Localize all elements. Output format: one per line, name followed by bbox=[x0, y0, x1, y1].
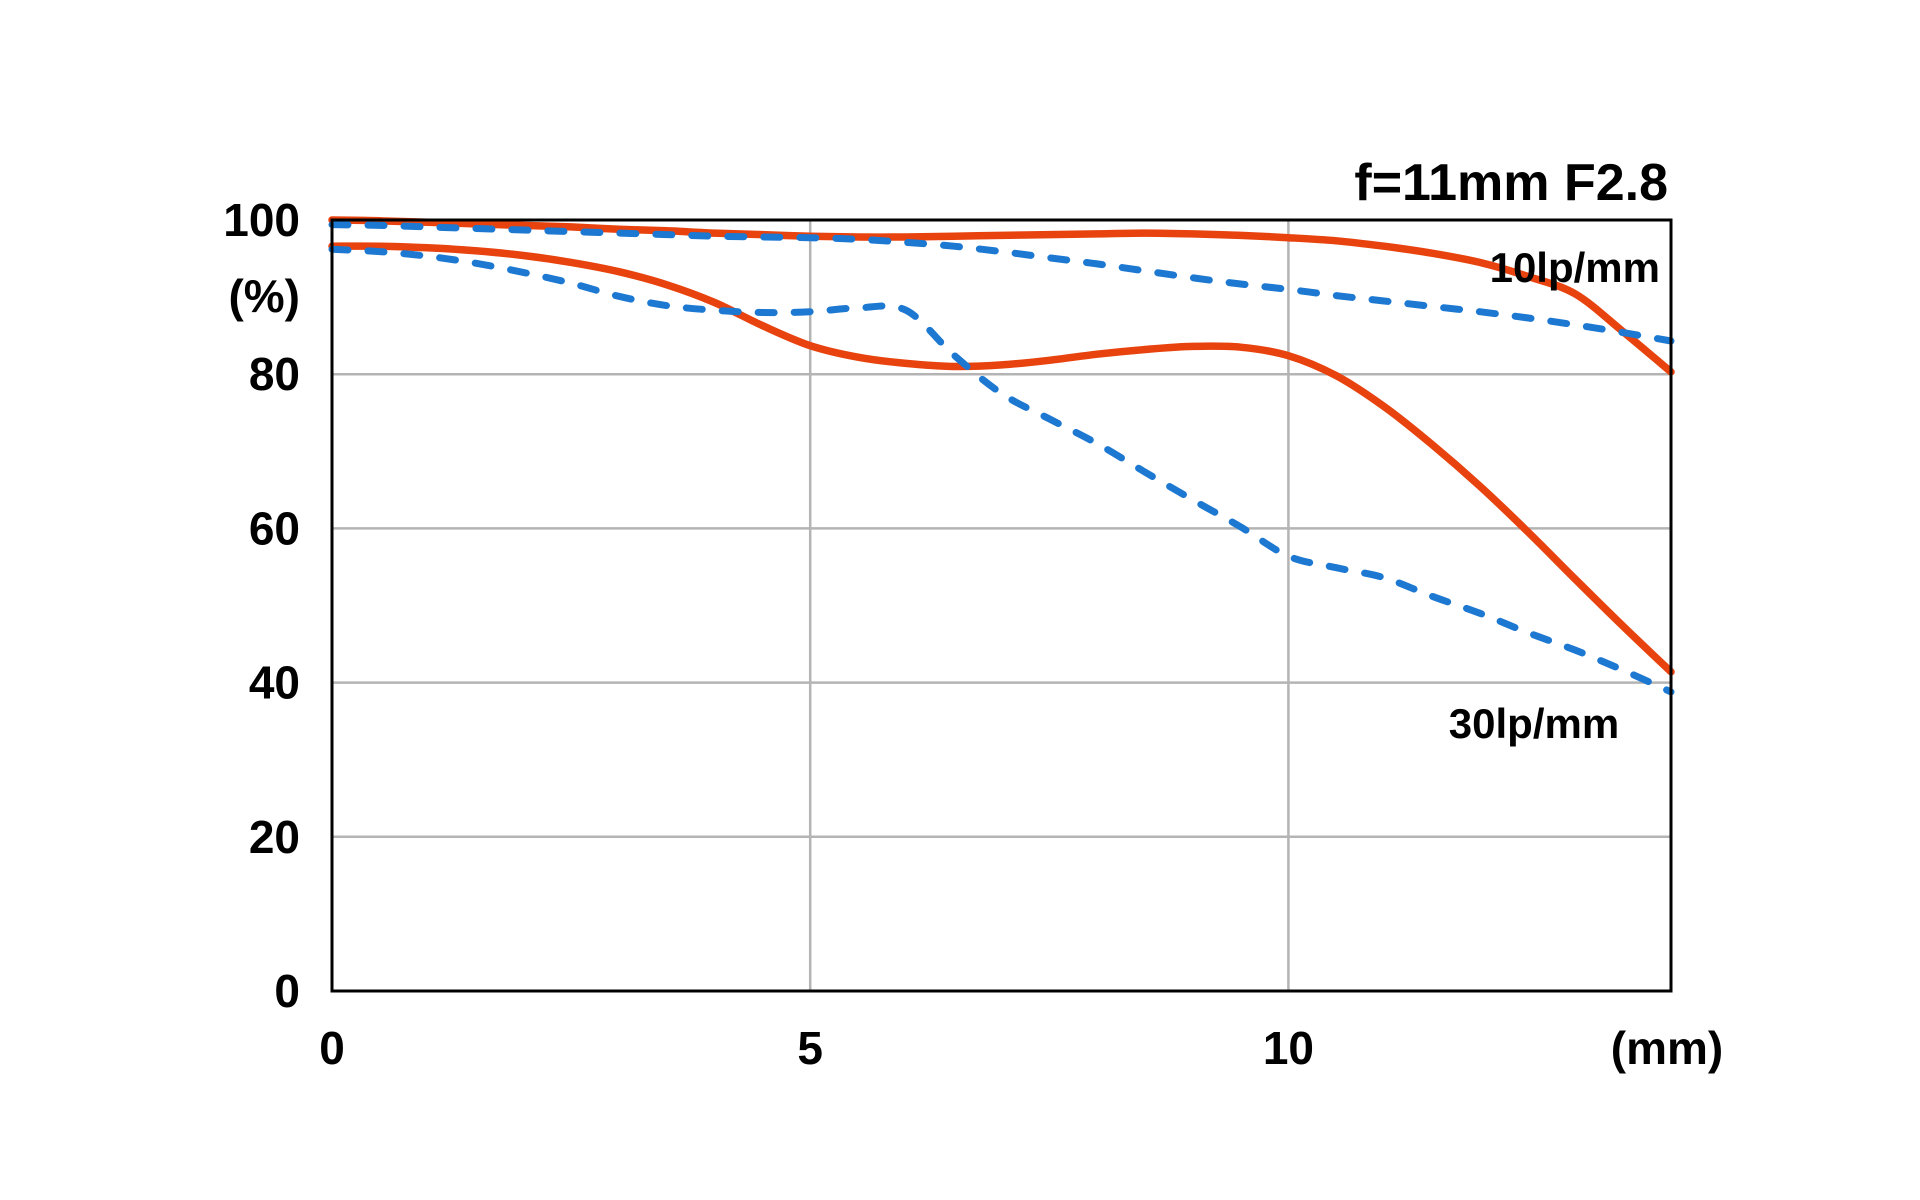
y-tick-label-40: 40 bbox=[249, 657, 300, 709]
curve-30lp-mm-solid bbox=[328, 242, 1675, 676]
x-tick-label-10: 10 bbox=[1263, 1022, 1314, 1074]
legend-label-10lpmm: 10lp/mm bbox=[1490, 244, 1660, 291]
x-tick-label-0: 0 bbox=[319, 1022, 345, 1074]
legend-label-30lpmm: 30lp/mm bbox=[1449, 700, 1619, 747]
y-tick-label-20: 20 bbox=[249, 811, 300, 863]
y-tick-label-60: 60 bbox=[249, 502, 300, 554]
y-axis-unit-label: (%) bbox=[228, 270, 300, 322]
curve-30lp-mm-dashed bbox=[328, 245, 1675, 696]
chart-title: f=11mm F2.8 bbox=[1354, 154, 1668, 212]
curve-10lp-mm-solid bbox=[328, 216, 1675, 376]
tick-labels: 0 20 40 60 80 100 0 5 10 bbox=[223, 194, 1314, 1074]
y-tick-label-100: 100 bbox=[223, 194, 300, 246]
x-tick-label-5: 5 bbox=[797, 1022, 823, 1074]
gridlines bbox=[332, 220, 1671, 991]
plot-border bbox=[330, 218, 1673, 993]
x-axis-unit-label: (mm) bbox=[1611, 1022, 1723, 1074]
curves bbox=[328, 216, 1675, 696]
y-tick-label-0: 0 bbox=[274, 965, 300, 1017]
curve-10lp-mm-dashed bbox=[328, 221, 1675, 345]
y-tick-label-80: 80 bbox=[249, 348, 300, 400]
